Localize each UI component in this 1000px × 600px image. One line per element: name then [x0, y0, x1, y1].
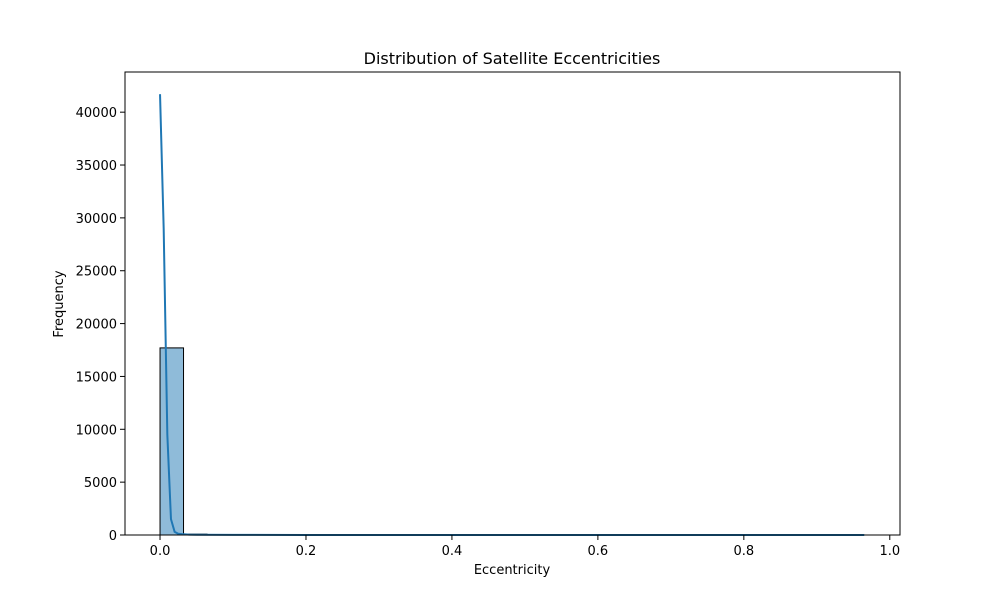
y-axis-ticks: 0 5000 10000 15000 20000 25000 30000 35000 40000 — [76, 106, 125, 544]
chart-title: Distribution of Satellite Eccentricities — [364, 49, 661, 68]
x-axis-label: Eccentricity — [474, 563, 551, 578]
histogram-bar — [159, 347, 185, 536]
plot-area-frame — [124, 71, 901, 536]
y-tick-label: 25000 — [76, 265, 117, 280]
x-tick-label: 0.4 — [442, 544, 463, 559]
y-tick-label: 15000 — [76, 370, 117, 385]
x-tick-label: 0.2 — [296, 544, 317, 559]
y-tick-label: 40000 — [76, 106, 117, 121]
x-axis-ticks: 0.0 0.2 0.4 0.6 0.8 1.0 — [150, 535, 900, 559]
x-tick-label: 1.0 — [879, 544, 900, 559]
y-tick-label: 5000 — [84, 476, 117, 491]
x-tick-label: 0.8 — [733, 544, 754, 559]
y-tick-label: 20000 — [76, 318, 117, 333]
y-tick-label: 10000 — [76, 423, 117, 438]
y-tick-label: 0 — [109, 529, 117, 544]
y-tick-label: 35000 — [76, 159, 117, 174]
y-axis-label: Frequency — [52, 270, 67, 337]
x-tick-label: 0.6 — [588, 544, 609, 559]
x-tick-label: 0.0 — [150, 544, 171, 559]
y-tick-label: 30000 — [76, 212, 117, 227]
